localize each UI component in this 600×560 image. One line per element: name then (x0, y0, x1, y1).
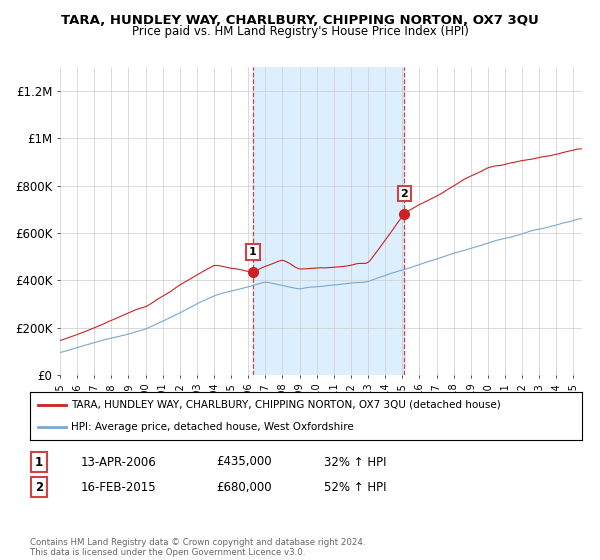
Text: 2: 2 (400, 189, 408, 199)
Text: 16-FEB-2015: 16-FEB-2015 (81, 480, 157, 494)
Text: 2: 2 (35, 480, 43, 494)
Text: £435,000: £435,000 (216, 455, 272, 469)
Text: HPI: Average price, detached house, West Oxfordshire: HPI: Average price, detached house, West… (71, 422, 354, 432)
Text: TARA, HUNDLEY WAY, CHARLBURY, CHIPPING NORTON, OX7 3QU: TARA, HUNDLEY WAY, CHARLBURY, CHIPPING N… (61, 14, 539, 27)
Text: Contains HM Land Registry data © Crown copyright and database right 2024.
This d: Contains HM Land Registry data © Crown c… (30, 538, 365, 557)
Text: TARA, HUNDLEY WAY, CHARLBURY, CHIPPING NORTON, OX7 3QU (detached house): TARA, HUNDLEY WAY, CHARLBURY, CHIPPING N… (71, 400, 501, 410)
Text: Price paid vs. HM Land Registry's House Price Index (HPI): Price paid vs. HM Land Registry's House … (131, 25, 469, 38)
Text: 52% ↑ HPI: 52% ↑ HPI (324, 480, 386, 494)
Text: 32% ↑ HPI: 32% ↑ HPI (324, 455, 386, 469)
Bar (253, 67, 404, 375)
Text: £680,000: £680,000 (216, 480, 272, 494)
Text: 13-APR-2006: 13-APR-2006 (81, 455, 157, 469)
Text: 1: 1 (35, 455, 43, 469)
Text: 1: 1 (249, 247, 257, 256)
